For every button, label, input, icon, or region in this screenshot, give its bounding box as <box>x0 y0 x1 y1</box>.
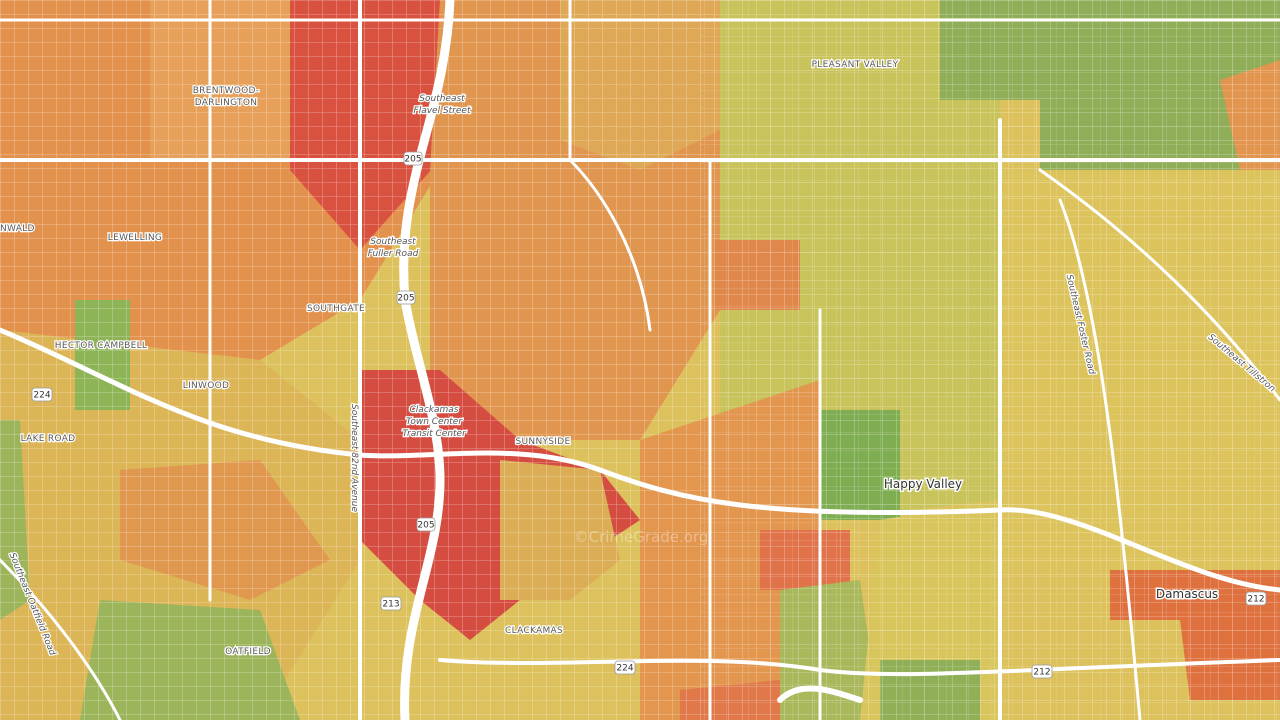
shield-number: 205 <box>397 294 414 304</box>
shield-number: 205 <box>404 155 421 165</box>
shield-number: 213 <box>382 600 399 610</box>
route-shield: 205 <box>396 290 416 305</box>
place-label: LINWOOD <box>183 381 230 391</box>
street-label: Fuller Road <box>368 249 419 259</box>
place-label: LAKE ROAD <box>21 434 76 444</box>
place-label: LEWELLING <box>108 233 162 243</box>
place-label: SOUTHGATE <box>307 304 365 314</box>
shield-number: 212 <box>1033 668 1050 678</box>
place-label: PLEASANT VALLEY <box>812 60 899 70</box>
street-label: Transit Center <box>402 429 467 439</box>
place-label: CLACKAMAS <box>505 626 563 636</box>
place-label: NWALD <box>0 224 35 234</box>
route-shield: 213 <box>380 596 402 611</box>
street-label: Southeast <box>370 237 416 247</box>
street-label: Flavel Street <box>414 106 471 116</box>
shield-number: 224 <box>33 391 50 401</box>
city-label: Damascus <box>1156 587 1218 601</box>
place-label: HECTOR CAMPBELL <box>55 341 147 351</box>
place-label: SUNNYSIDE <box>516 437 571 447</box>
route-shield: 205 <box>403 151 423 166</box>
street-label: Southeast 82nd Avenue <box>349 404 359 512</box>
watermark: ©CrimeGrade.org <box>574 528 709 546</box>
place-label: BRENTWOOD- <box>193 86 260 96</box>
route-shield: 212 <box>1245 591 1267 606</box>
place-label: DARLINGTON <box>195 98 258 108</box>
route-shield: 224 <box>614 660 636 675</box>
city-label: Happy Valley <box>884 477 962 491</box>
place-label: OATFIELD <box>225 647 271 657</box>
street-label: Clackamas <box>410 405 459 415</box>
street-label: Southeast <box>419 94 465 104</box>
route-shield: 205 <box>416 517 436 532</box>
route-shield: 224 <box>31 387 53 402</box>
shield-number: 224 <box>616 664 633 674</box>
shield-number: 212 <box>1247 595 1264 605</box>
route-shield: 212 <box>1031 664 1053 679</box>
street-label: Town Center <box>406 417 463 427</box>
shield-number: 205 <box>417 521 434 531</box>
